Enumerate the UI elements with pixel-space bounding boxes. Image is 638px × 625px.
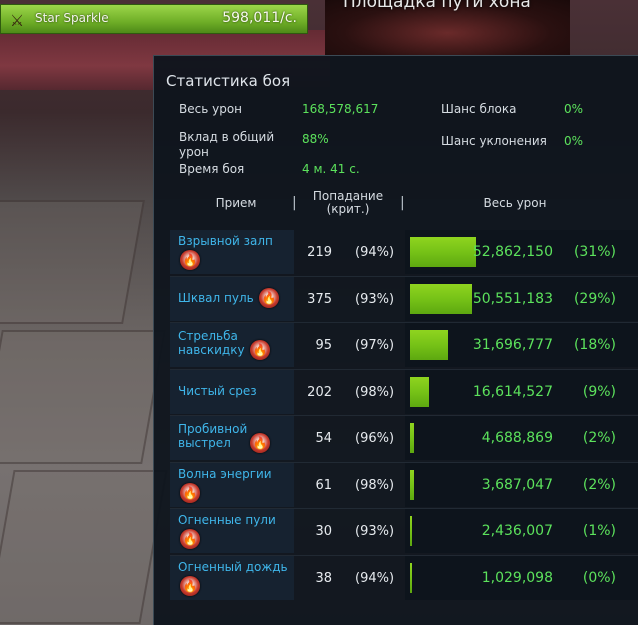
skill-crit-rate: (94%) [355, 245, 395, 260]
column-header-hits[interactable]: Попадание (крит.) [312, 189, 384, 216]
skill-damage-percent: (18%) [573, 337, 616, 353]
fire-element-icon: 🔥 [180, 529, 200, 549]
total-damage-value: 168,578,617 [302, 102, 379, 116]
skill-damage-percent: (1%) [582, 523, 616, 539]
column-header-damage[interactable]: Весь урон [483, 196, 547, 210]
damage-bar-track [405, 555, 638, 600]
skill-hits: 61 [315, 477, 332, 493]
skill-damage: 1,029,098 [481, 569, 553, 586]
damage-bar [410, 562, 412, 593]
skill-crit-rate: (93%) [355, 291, 395, 307]
skill-damage-percent: (0%) [582, 569, 616, 586]
skill-damage-percent: (29%) [573, 290, 616, 307]
skill-crit-rate: (98%) [355, 477, 395, 493]
skill-damage: 52,862,150 [472, 244, 553, 260]
time-value: 4 м. 41 с. [302, 162, 360, 176]
contribution-value: 88% [302, 132, 329, 146]
damage-bar [410, 469, 414, 500]
crossed-swords-icon: ⚔ [9, 10, 25, 30]
total-damage-label: Весь урон [179, 102, 243, 116]
skill-damage: 16,614,527 [472, 383, 553, 400]
fire-element-icon: 🔥 [180, 575, 200, 596]
skill-crit-rate: (93%) [355, 524, 395, 539]
row-divider [170, 508, 638, 509]
row-divider [170, 322, 638, 323]
skill-damage: 4,688,869 [481, 430, 553, 446]
skill-damage: 31,696,777 [472, 337, 553, 353]
panel-title: Статистика боя [166, 72, 291, 90]
column-separator: | [400, 195, 405, 211]
floor-tile [0, 200, 145, 324]
damage-bar [410, 330, 448, 360]
skill-hits: 219 [307, 245, 332, 260]
block-value: 0% [564, 102, 584, 116]
skill-crit-rate: (97%) [355, 338, 395, 353]
player-dps: 598,011/с. [222, 10, 297, 26]
location-title: Площадка пути хона [343, 0, 531, 12]
skill-name: Взрывной залп [178, 234, 273, 248]
statue-background [325, 0, 570, 55]
skill-hits: 38 [315, 570, 332, 586]
skill-crit-rate: (98%) [355, 384, 395, 400]
fire-element-icon: 🔥 [180, 482, 200, 503]
skill-cell[interactable] [170, 323, 294, 367]
column-separator: | [292, 195, 297, 211]
skill-name: навскидку [178, 343, 245, 357]
skill-damage-percent: (31%) [573, 244, 616, 260]
player-dps-bar[interactable]: ⚔ Star Sparkle 598,011/с. [0, 4, 308, 34]
floor-tile [0, 470, 168, 624]
skill-name: Огненный дождь [178, 559, 288, 574]
skill-hits: 375 [307, 291, 332, 307]
skill-name: Чистый срез [178, 383, 257, 398]
skill-name: Стрельба [178, 329, 238, 343]
damage-bar [410, 237, 476, 267]
player-name: Star Sparkle [35, 11, 109, 25]
fire-element-icon: 🔥 [259, 287, 279, 308]
skill-hits: 95 [315, 338, 332, 353]
fire-element-icon: 🔥 [250, 433, 270, 453]
contribution-label: Вклад в общий урон [179, 130, 275, 159]
row-divider [170, 275, 638, 277]
damage-bar [410, 423, 414, 453]
damage-bar-track [405, 509, 638, 553]
damage-bar [410, 283, 472, 314]
skill-name: Пробивной [178, 422, 248, 436]
skill-crit-rate: (94%) [355, 570, 395, 586]
dodge-label: Шанс уклонения [441, 134, 547, 148]
row-divider [170, 461, 638, 463]
row-divider [170, 415, 638, 416]
block-label: Шанс блока [441, 102, 517, 116]
damage-bar-track [405, 462, 638, 507]
skill-hits: 54 [315, 431, 332, 446]
damage-bar [410, 376, 429, 407]
skill-cell[interactable] [170, 416, 294, 460]
fire-element-icon: 🔥 [180, 250, 200, 270]
skill-name: Огненные пули [178, 513, 276, 527]
skill-hits: 30 [315, 524, 332, 539]
skill-damage-percent: (2%) [582, 430, 616, 446]
row-divider [170, 368, 638, 370]
damage-bar [410, 516, 412, 546]
time-label: Время боя [179, 162, 245, 176]
fire-element-icon: 🔥 [250, 340, 270, 360]
skill-name: выстрел [178, 436, 231, 450]
skill-name: Волна энергии [178, 466, 272, 481]
skill-damage: 3,687,047 [481, 476, 553, 493]
skill-damage-percent: (2%) [582, 476, 616, 493]
skill-damage: 2,436,007 [481, 523, 553, 539]
skill-crit-rate: (96%) [355, 431, 395, 446]
skill-name: Шквал пуль [178, 290, 254, 305]
skill-damage: 50,551,183 [472, 290, 553, 307]
damage-bar-track [405, 416, 638, 460]
column-header-skill[interactable]: Прием [215, 196, 257, 210]
floor-tile [0, 330, 166, 464]
row-divider [170, 554, 638, 556]
skill-damage-percent: (9%) [582, 383, 616, 400]
damage-bar-track [405, 369, 638, 414]
skill-cell[interactable] [170, 369, 294, 414]
dodge-value: 0% [564, 134, 584, 148]
skill-hits: 202 [307, 384, 332, 400]
